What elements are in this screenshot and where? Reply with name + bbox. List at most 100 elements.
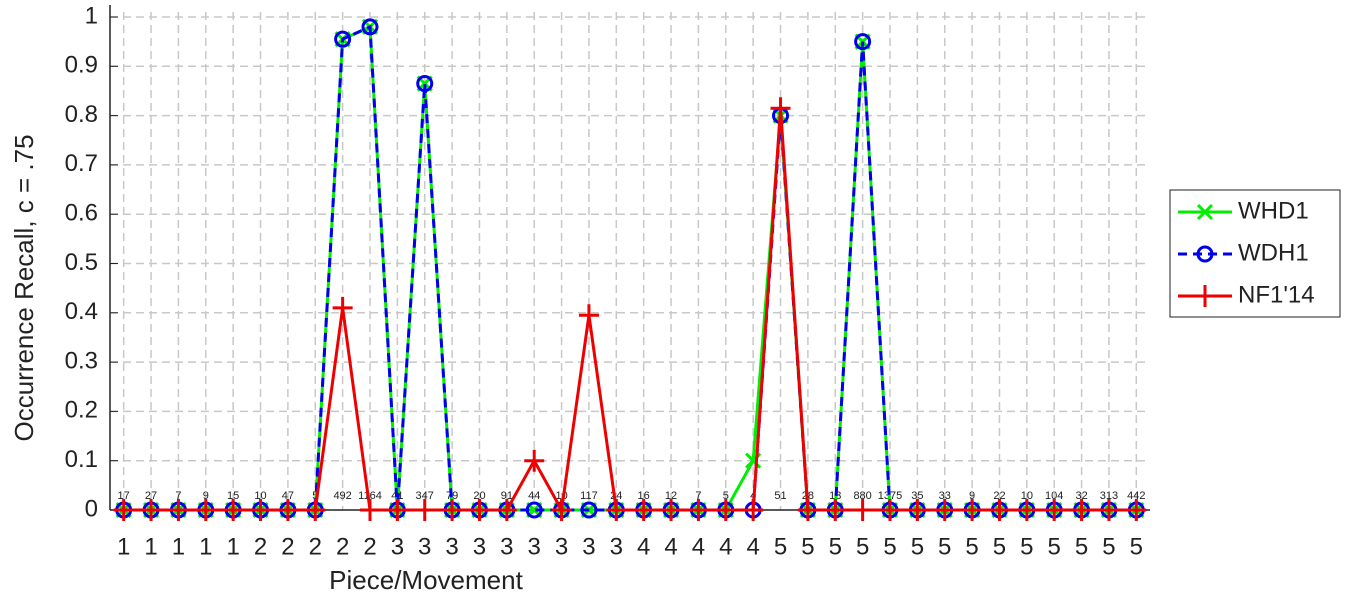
x-tick-label: 2 <box>281 533 294 560</box>
marker <box>661 499 682 521</box>
y-tick-label: 0.5 <box>65 249 98 276</box>
x-tick-label: 3 <box>418 533 431 560</box>
marker <box>168 499 189 521</box>
annotation: 313 <box>1100 490 1118 502</box>
marker <box>524 449 545 472</box>
marker <box>223 499 244 521</box>
marker <box>141 499 162 521</box>
annotation: 492 <box>333 490 351 502</box>
y-tick-label: 0.9 <box>65 52 98 79</box>
marker <box>195 499 216 521</box>
annotation: 1164 <box>358 490 382 502</box>
marker <box>361 18 379 36</box>
marker <box>332 296 353 319</box>
annotation: 51 <box>774 490 786 502</box>
x-tick-label: 3 <box>445 533 458 560</box>
marker <box>854 33 872 51</box>
x-tick-label: 5 <box>1130 533 1143 560</box>
x-tick-label: 4 <box>692 533 705 560</box>
annotation: 47 <box>282 490 294 502</box>
marker <box>525 501 543 519</box>
marker <box>825 499 846 521</box>
legend-marker <box>1196 245 1214 263</box>
y-tick-label: 0.7 <box>65 150 98 177</box>
annotation: 10 <box>254 490 266 502</box>
marker <box>934 499 955 521</box>
annotation: 5 <box>723 490 729 502</box>
x-tick-label: 5 <box>1102 533 1115 560</box>
x-tick-label: 5 <box>774 533 787 560</box>
annotation: 10 <box>1021 490 1033 502</box>
y-tick-label: 0.3 <box>65 347 98 374</box>
x-tick-label: 3 <box>610 533 623 560</box>
legend-marker <box>1196 203 1214 221</box>
x-tick-label: 4 <box>664 533 677 560</box>
annotation: 16 <box>638 490 650 502</box>
x-tick-label: 4 <box>719 533 732 560</box>
x-tick-label: 5 <box>965 533 978 560</box>
annotation: 33 <box>939 490 951 502</box>
marker <box>442 499 463 521</box>
x-tick-label: 2 <box>363 533 376 560</box>
x-tick-label: 1 <box>144 533 157 560</box>
x-tick-label: 5 <box>911 533 924 560</box>
annotation: 15 <box>227 490 239 502</box>
marker <box>414 499 435 521</box>
series-line <box>123 24 1137 512</box>
marker <box>880 499 900 521</box>
marker <box>250 499 271 521</box>
marker <box>305 499 326 521</box>
marker <box>334 30 352 48</box>
marker <box>551 499 572 521</box>
legend-label: WDH1 <box>1238 239 1309 266</box>
x-tick-label: 5 <box>1075 533 1088 560</box>
x-tick-label: 3 <box>473 533 486 560</box>
annotation: 7 <box>175 490 181 502</box>
marker <box>606 499 627 521</box>
x-tick-label: 4 <box>746 533 759 560</box>
marker <box>852 499 873 521</box>
y-tick-label: 0.8 <box>65 101 98 128</box>
marker <box>469 499 490 521</box>
series-line <box>123 108 1137 515</box>
annotation: 91 <box>501 490 513 502</box>
x-tick-label: 3 <box>391 533 404 560</box>
x-tick-label: 2 <box>254 533 267 560</box>
y-tick-label: 0 <box>85 495 98 522</box>
y-axis-label: Occurrence Recall, c = .75 <box>9 134 39 441</box>
legend-label: NF1'14 <box>1238 281 1315 308</box>
y-tick-label: 0.2 <box>65 397 98 424</box>
y-tick-label: 0.6 <box>65 200 98 227</box>
marker <box>113 499 134 521</box>
marker <box>580 501 598 519</box>
annotation: 20 <box>473 490 485 502</box>
y-tick-label: 1 <box>85 2 98 29</box>
x-tick-label: 5 <box>883 533 896 560</box>
x-tick-label: 3 <box>500 533 513 560</box>
marker <box>907 499 928 521</box>
x-tick-label: 5 <box>829 533 842 560</box>
x-tick-label: 2 <box>336 533 349 560</box>
annotation: 880 <box>853 490 871 502</box>
marker <box>360 499 380 521</box>
annotation: 44 <box>528 490 540 502</box>
marker <box>1071 499 1092 521</box>
annotation: 7 <box>695 490 701 502</box>
annotation: 12 <box>665 490 677 502</box>
x-tick-label: 5 <box>938 533 951 560</box>
x-tick-label: 5 <box>993 533 1006 560</box>
annotation: 9 <box>969 490 975 502</box>
x-axis-label: Piece/Movement <box>329 565 523 595</box>
annotation: 9 <box>203 490 209 502</box>
marker <box>578 304 599 327</box>
marker <box>962 499 983 521</box>
y-tick-label: 0.1 <box>65 446 98 473</box>
x-tick-label: 1 <box>199 533 212 560</box>
annotation: 35 <box>911 490 923 502</box>
x-tick-label: 4 <box>637 533 650 560</box>
x-tick-label: 3 <box>528 533 541 560</box>
x-tick-label: 2 <box>309 533 322 560</box>
x-tick-label: 5 <box>856 533 869 560</box>
marker <box>496 499 517 521</box>
